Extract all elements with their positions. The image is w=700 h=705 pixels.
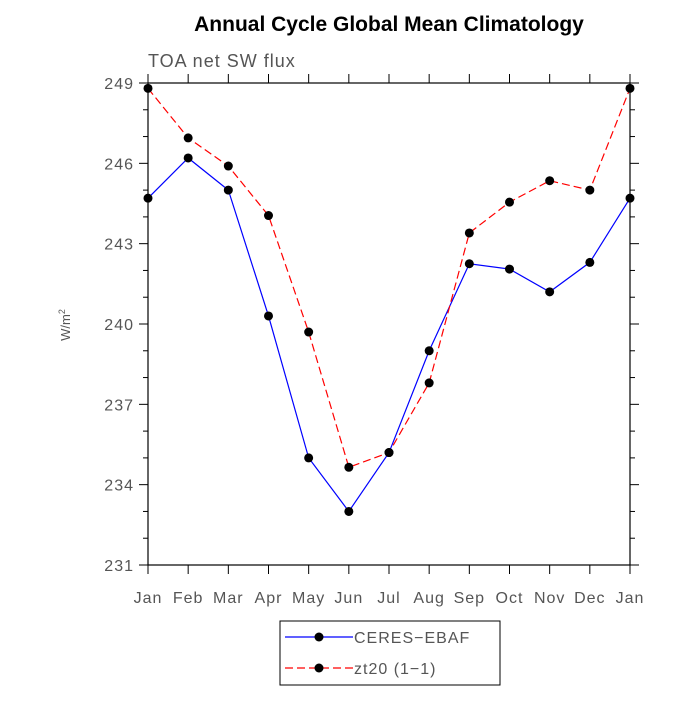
y-tick-label: 249 (104, 76, 134, 93)
series-1-point (264, 311, 273, 321)
series-2-point (384, 448, 394, 458)
series-line-2 (147, 87, 631, 469)
y-axis-label: W/m2 (57, 309, 73, 341)
chart-title: Annual Cycle Global Mean Climatology (194, 13, 584, 36)
x-tick-label: Jan (134, 590, 163, 607)
series-2-point (304, 327, 314, 337)
x-tick-label: May (292, 590, 325, 607)
series-1-point (464, 259, 474, 269)
x-tick-label: Oct (496, 590, 524, 607)
series-line-1 (147, 157, 631, 513)
legend-label-1: CERES−EBAF (354, 630, 470, 647)
y-tick-label: 246 (104, 156, 134, 173)
series-2-point (464, 228, 474, 238)
y-tick-label: 231 (104, 558, 134, 575)
x-tick-label: Jun (334, 590, 363, 607)
x-tick-label: Jul (377, 590, 400, 607)
y-tick-label: 237 (104, 397, 134, 414)
series-1-point (183, 153, 193, 163)
series-2-point (505, 197, 514, 207)
series-1-point (304, 453, 314, 463)
series-2-point (424, 378, 434, 388)
chart-subtitle: TOA net SW flux (148, 51, 296, 71)
series-1-point (223, 185, 233, 195)
x-tick-label: Sep (454, 590, 485, 607)
x-tick-label: Aug (413, 590, 444, 607)
y-tick-label: 243 (104, 237, 134, 254)
series-1-point (505, 264, 514, 274)
series-2-point (585, 185, 595, 195)
series-2-point (344, 462, 354, 472)
x-tick-label: Dec (574, 590, 605, 607)
series-1-point (143, 193, 153, 203)
series-2-point (183, 133, 193, 143)
series-2-point (545, 176, 555, 186)
plot-frame (147, 82, 631, 566)
series-2-point (143, 83, 153, 93)
series-1-point (585, 257, 595, 267)
series-1-point (344, 506, 354, 516)
x-tick-label: Apr (255, 590, 283, 607)
legend-marker-1 (314, 632, 324, 642)
series-2-point (264, 211, 273, 221)
y-axis-label-superscript: 2 (57, 309, 67, 314)
x-tick-label: Feb (173, 590, 204, 607)
legend-label-2: zt20 (1−1) (354, 661, 436, 678)
x-tick-label: Nov (534, 590, 565, 607)
series-2-point (223, 161, 233, 171)
x-tick-label: Jan (616, 590, 645, 607)
series-1-point (545, 287, 555, 297)
series-1-point (424, 346, 434, 356)
legend-marker-2 (314, 663, 324, 673)
x-tick-label: Mar (213, 590, 244, 607)
legend-box (279, 620, 501, 686)
legend: CERES−EBAF zt20 (1−1) (279, 620, 501, 686)
y-tick-label: 234 (104, 478, 134, 495)
series-2-point (625, 83, 635, 93)
series-1-point (625, 193, 635, 203)
y-tick-label: 240 (104, 317, 134, 334)
